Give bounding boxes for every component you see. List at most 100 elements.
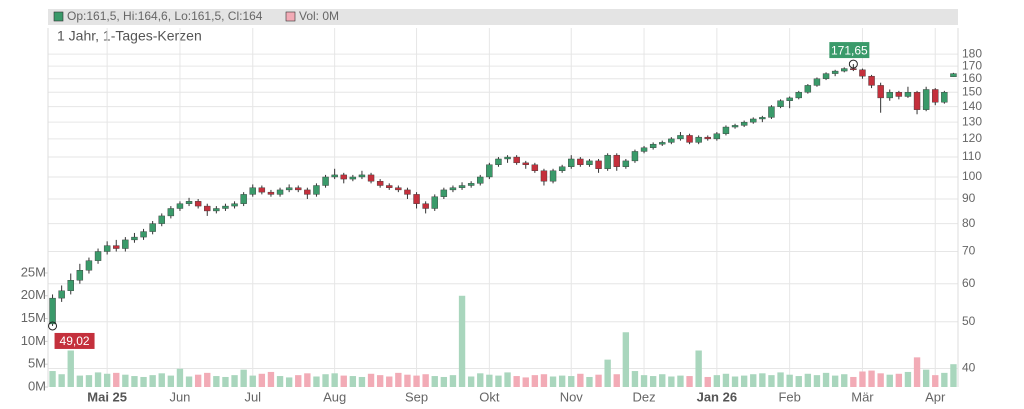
x-tick-label: Feb — [778, 389, 800, 404]
candle-body — [622, 160, 630, 167]
volume-bar — [659, 374, 666, 387]
volume-bar — [167, 375, 175, 387]
volume-bar — [622, 332, 630, 387]
y2-tick-label: 25M — [21, 264, 46, 279]
volume-bar — [950, 364, 957, 387]
candle-body — [67, 280, 74, 291]
volume-legend: Vol: 0M — [299, 9, 339, 23]
candle-body — [340, 174, 347, 180]
x-tick-label: Okt — [479, 389, 500, 404]
annotation-box — [829, 42, 870, 59]
volume-bar — [804, 373, 812, 387]
candle-body — [895, 92, 903, 97]
volume-bar — [458, 295, 466, 387]
annotation-marker — [48, 321, 58, 331]
candle-body — [167, 208, 175, 217]
candle-body — [941, 92, 948, 103]
candle-body — [695, 136, 702, 143]
volume-bar — [631, 371, 639, 387]
volume-bar — [531, 375, 539, 387]
volume-bar — [731, 376, 739, 387]
volume-bar — [158, 373, 165, 387]
candle-body — [140, 231, 147, 238]
volume-bar — [668, 376, 675, 387]
candle-body — [76, 270, 84, 281]
candle-body — [313, 185, 320, 195]
volume-bar — [194, 374, 202, 387]
candle-body — [740, 121, 748, 126]
volume-bar — [413, 375, 420, 387]
candle-body — [395, 187, 402, 191]
y-tick-label: 170 — [962, 58, 982, 72]
volume-bar — [376, 375, 384, 387]
y-tick-label: 70 — [962, 244, 976, 258]
volume-bar — [249, 375, 256, 387]
volume-bar — [777, 372, 784, 387]
volume-legend-swatch — [285, 11, 296, 22]
volume-bar — [504, 372, 511, 387]
candle-body — [668, 138, 675, 143]
candle-body — [786, 97, 793, 101]
candle-body — [477, 176, 484, 184]
volume-bar — [67, 350, 74, 387]
volume-bar — [103, 373, 111, 387]
x-tick-label: Jan 26 — [697, 389, 737, 404]
candle-body — [877, 85, 884, 99]
volume-bar — [713, 375, 721, 387]
volume-bar — [795, 376, 802, 387]
header-bar — [48, 9, 958, 25]
candle-body — [868, 75, 875, 86]
candle-body — [213, 208, 220, 212]
candle-body — [249, 187, 256, 195]
volume-bar — [395, 372, 402, 387]
volume-bar — [822, 372, 830, 387]
x-tick-label: Mär — [851, 389, 874, 404]
volume-bar — [686, 376, 693, 387]
candle-body — [149, 223, 156, 232]
volume-bar — [740, 375, 748, 387]
volume-bar — [267, 371, 275, 387]
candle-body — [85, 260, 93, 271]
volume-bar — [367, 373, 375, 387]
y-tick-label: 140 — [962, 99, 982, 113]
volume-bar — [58, 374, 65, 387]
volume-bar — [276, 376, 284, 387]
candle-body — [522, 162, 529, 165]
volume-bar — [331, 373, 338, 387]
volume-bar — [750, 374, 757, 387]
volume-bar — [513, 376, 520, 387]
y-tick-label: 90 — [962, 191, 976, 205]
volume-bar — [922, 369, 930, 387]
volume-bar — [131, 376, 138, 387]
candle-body — [449, 187, 457, 191]
volume-bar — [213, 376, 220, 387]
x-tick-label: Mai 25 — [87, 389, 127, 404]
volume-bar — [422, 374, 429, 387]
y-tick-label: 150 — [962, 84, 982, 98]
volume-bar — [759, 373, 766, 387]
candle-body — [458, 185, 466, 188]
volume-bar — [231, 375, 238, 387]
candle-body — [750, 118, 757, 123]
candle-body — [240, 194, 247, 204]
candle-body — [431, 196, 438, 209]
candle-body — [531, 164, 539, 171]
candle-body — [731, 125, 739, 128]
volume-bar — [522, 377, 529, 387]
volume-bar — [877, 373, 884, 387]
candle-body — [822, 73, 830, 79]
volume-bar — [440, 376, 448, 387]
y2-tick-label: 10M — [21, 333, 46, 348]
candle-body — [122, 239, 129, 249]
candle-body — [231, 203, 238, 207]
candle-body — [768, 106, 775, 118]
volume-bar — [586, 376, 593, 387]
candle-body — [103, 245, 111, 252]
annotation-marker — [848, 59, 858, 69]
volume-bar — [85, 375, 93, 387]
x-tick-label: Nov — [560, 389, 584, 404]
candle-body — [358, 174, 366, 178]
volume-bar — [786, 374, 793, 387]
